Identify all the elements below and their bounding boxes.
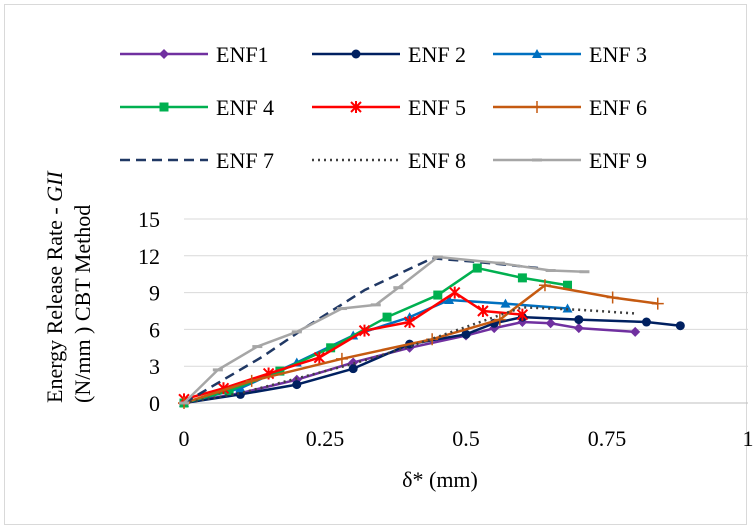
y-tick-label: 9 (149, 281, 160, 306)
y-tick-label: 12 (138, 244, 160, 269)
y-tick-label: 3 (149, 354, 160, 379)
chart-frame (4, 4, 747, 525)
data-point (563, 280, 573, 290)
data-point (292, 380, 302, 390)
legend-marker (532, 49, 542, 58)
data-point (403, 316, 416, 329)
series-line (183, 291, 523, 401)
legend-label: ENF 5 (408, 95, 466, 120)
data-point (370, 303, 381, 307)
series-enf1 (179, 317, 641, 408)
data-point (545, 318, 556, 329)
legend-marker (159, 102, 169, 112)
data-point (444, 294, 455, 304)
legend-marker (159, 49, 169, 59)
data-point (472, 263, 482, 273)
series-enf2 (179, 312, 685, 408)
legend-entry: ENF 6 (493, 95, 647, 120)
series-enf7 (183, 257, 540, 405)
series-line (183, 320, 636, 405)
legend-label: ENF 8 (408, 148, 466, 173)
data-point (675, 321, 685, 331)
legend-marker (351, 49, 361, 59)
data-point (579, 270, 590, 274)
data-point (382, 312, 392, 322)
legend-entry: ENF 7 (120, 148, 274, 173)
legend-entry: ENF 5 (312, 95, 466, 120)
data-point (358, 324, 371, 337)
data-point (212, 368, 223, 372)
data-point (516, 308, 529, 321)
series-enf9 (179, 255, 590, 405)
y-axis-title-italic: GII (42, 170, 67, 202)
axes: 0 3 6 9 12 15 0 0.25 0.5 0.75 1 (138, 207, 753, 451)
legend-label: ENF1 (216, 42, 269, 67)
data-point (606, 291, 619, 304)
data-point (494, 261, 505, 265)
data-point (313, 351, 326, 364)
y-axis-title-prefix: Energy Release Rate - (42, 202, 67, 403)
legend-marker (531, 101, 543, 113)
legend-entry: ENF 2 (312, 42, 466, 67)
y-tick-label: 15 (138, 207, 160, 232)
data-point (393, 286, 404, 290)
legend-label: ENF 2 (408, 42, 466, 67)
x-tick-label: 0.5 (452, 426, 480, 451)
y-axis-title-line1: Energy Release Rate - GII (42, 170, 67, 403)
data-point (449, 286, 461, 299)
series-line (183, 257, 540, 405)
legend-marker (532, 158, 542, 162)
data-point (574, 315, 584, 325)
data-point (432, 255, 443, 259)
legend-marker (350, 101, 362, 113)
data-point (235, 383, 246, 393)
data-point (545, 269, 556, 273)
x-tick-label: 0.75 (588, 426, 627, 451)
data-point (641, 317, 651, 327)
legend-entry: ENF 4 (120, 95, 274, 120)
y-tick-label: 6 (149, 317, 160, 342)
legend-entry: ENF1 (120, 42, 269, 67)
data-point (336, 307, 347, 311)
legend-label: ENF 7 (216, 148, 274, 173)
y-axis-title-line2: (N/mm ) CBT Method (70, 205, 95, 403)
x-tick-label: 1 (743, 426, 753, 451)
y-tick-label: 0 (149, 391, 160, 416)
data-point (573, 323, 584, 334)
data-point (477, 305, 489, 317)
data-point (493, 313, 506, 326)
data-point (245, 374, 258, 387)
legend-entry: ENF 3 (493, 42, 647, 67)
data-point (348, 364, 358, 374)
legend-entry: ENF 8 (312, 148, 466, 173)
legend-label: ENF 3 (589, 42, 647, 67)
data-point (291, 330, 302, 334)
data-point (651, 297, 664, 310)
data-point (179, 401, 189, 405)
data-point (335, 352, 348, 365)
x-axis-title: δ* (mm) (402, 467, 478, 492)
data-point (224, 386, 234, 396)
data-point (500, 298, 511, 308)
data-point (433, 290, 443, 300)
axis-labels: δ* (mm) Energy Release Rate - GII (N/mm … (42, 170, 478, 492)
series-group (178, 255, 685, 409)
legend: ENF1 ENF 2 ENF 3 ENF 4 ENF 5 ENF 6 ENF 7 ENF 8 E… (120, 42, 647, 173)
x-tick-label: 0 (179, 426, 190, 451)
legend-entry: ENF 9 (493, 148, 647, 173)
data-point (461, 329, 471, 339)
data-point (630, 326, 641, 337)
data-point (252, 345, 263, 349)
x-tick-label: 0.25 (306, 426, 345, 451)
legend-label: ENF 4 (216, 95, 274, 120)
series-line (183, 283, 658, 405)
data-point (517, 273, 527, 283)
data-point (538, 279, 551, 292)
legend-label: ENF 6 (589, 95, 647, 120)
legend-label: ENF 9 (589, 148, 647, 173)
data-point (326, 343, 336, 353)
gridlines (184, 218, 748, 367)
